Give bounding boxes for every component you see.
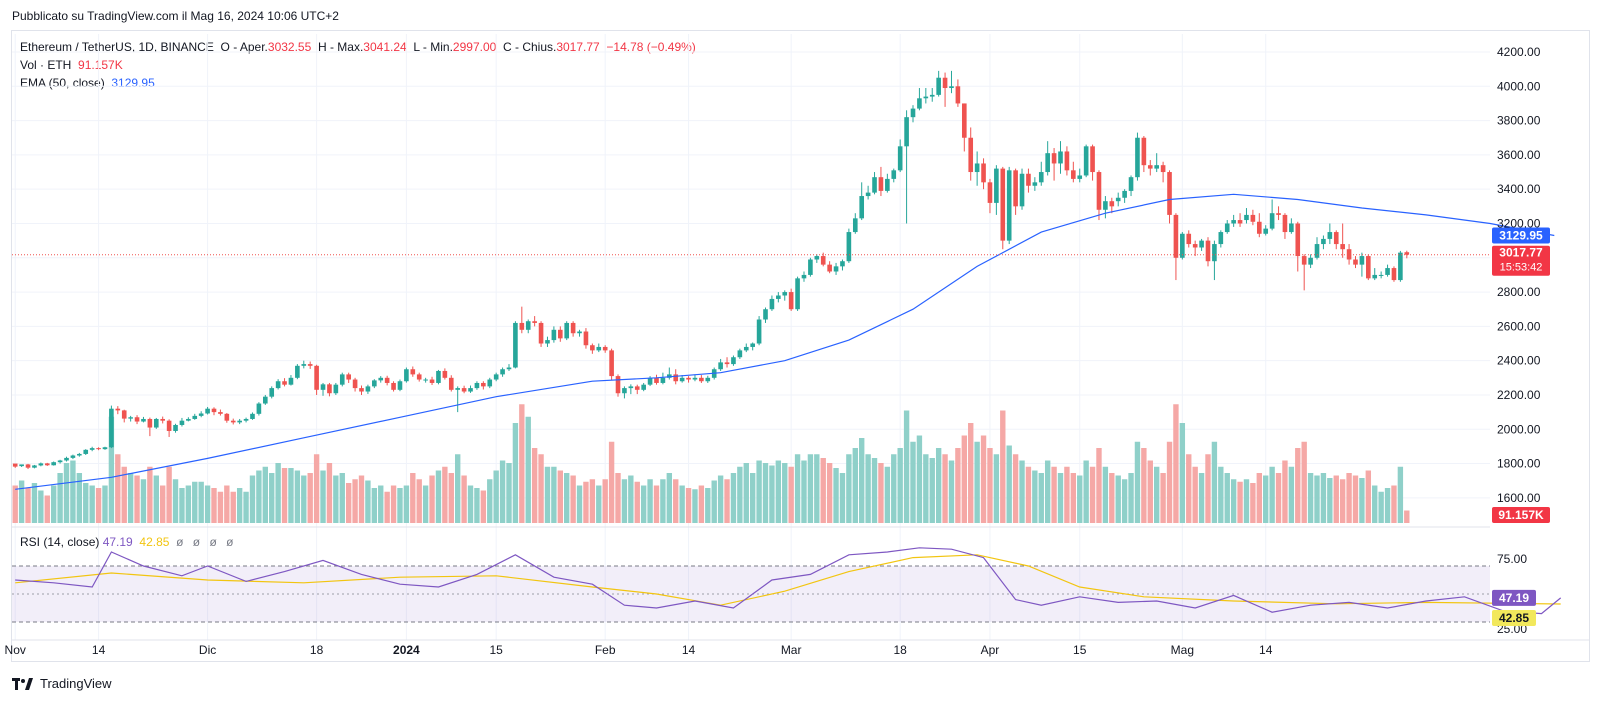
brand-name: TradingView xyxy=(40,676,112,691)
rsi-label: RSI (14, close) xyxy=(20,535,100,549)
high-value: 3041.24 xyxy=(363,40,407,54)
close-key: C - Chius. xyxy=(502,40,557,54)
chart-frame xyxy=(11,30,1590,662)
published-caption: Pubblicato su TradingView.com il Mag 16,… xyxy=(12,9,339,23)
open-key: O - Aper. xyxy=(220,40,268,54)
rsi-ma-value: 42.85 xyxy=(139,535,170,549)
rsi-value: 47.19 xyxy=(102,535,133,549)
ema-label: EMA (50, close) xyxy=(20,76,105,90)
ema-legend[interactable]: EMA (50, close) 3129.95 xyxy=(20,76,155,90)
footer-brand[interactable]: TradingView xyxy=(12,676,112,691)
close-value: 3017.77 xyxy=(556,40,600,54)
volume-label: Vol · ETH xyxy=(20,58,72,72)
volume-value: 91.157K xyxy=(78,58,123,72)
ema-value: 3129.95 xyxy=(111,76,155,90)
low-value: 2997.00 xyxy=(452,40,497,54)
high-key: H - Max. xyxy=(317,40,364,54)
rsi-legend[interactable]: RSI (14, close) 47.19 42.85 ø ø ø ø xyxy=(20,535,236,549)
symbol-legend: Ethereum / TetherUS, 1D, BINANCE O - Ape… xyxy=(20,40,696,54)
change-value: −14.78 (−0.49%) xyxy=(606,40,696,54)
low-key: L - Min. xyxy=(413,40,453,54)
rsi-placeholders: ø ø ø ø xyxy=(176,535,237,549)
symbol-name[interactable]: Ethereum / TetherUS, 1D, BINANCE xyxy=(20,40,214,54)
tradingview-logo-icon xyxy=(12,677,33,690)
open-value: 3032.55 xyxy=(267,40,312,54)
volume-legend[interactable]: Vol · ETH 91.157K xyxy=(20,58,123,72)
